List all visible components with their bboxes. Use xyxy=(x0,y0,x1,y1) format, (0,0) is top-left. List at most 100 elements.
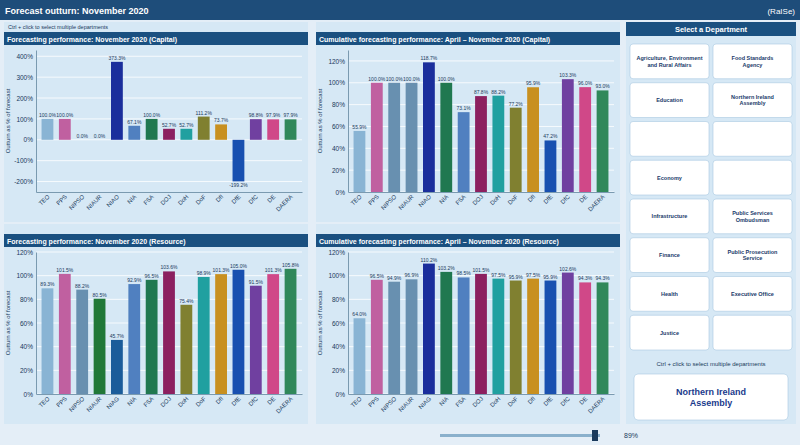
bar xyxy=(406,279,418,394)
department-label[interactable]: Public ServicesOmbudsman xyxy=(732,210,773,223)
department-button[interactable] xyxy=(630,199,709,234)
department-button[interactable] xyxy=(630,44,709,79)
y-axis: -200%-100%0%100%200%300%400% xyxy=(14,51,36,193)
title-band xyxy=(4,234,308,247)
data-label: 96.9% xyxy=(404,272,419,278)
tick-label: 40% xyxy=(332,145,345,152)
department-button[interactable] xyxy=(630,238,709,273)
bar xyxy=(180,305,192,394)
bars xyxy=(42,62,297,182)
department-label[interactable]: Economy xyxy=(657,175,683,181)
data-label: 373.3% xyxy=(108,55,126,61)
axis-line xyxy=(36,253,37,395)
department-button[interactable] xyxy=(713,238,792,273)
bar xyxy=(215,124,227,139)
department-button[interactable] xyxy=(630,83,709,118)
bar xyxy=(111,62,123,140)
tick: DoF xyxy=(507,395,519,407)
tick: DfE xyxy=(542,194,553,205)
bar xyxy=(527,87,539,192)
tick-label: FSA xyxy=(454,396,466,408)
grid xyxy=(348,61,614,192)
tick-label: DE xyxy=(266,194,276,204)
tick-label: DfE xyxy=(542,396,553,407)
bar xyxy=(388,282,400,394)
tick: PPS xyxy=(55,194,68,207)
slider[interactable]: 89% xyxy=(440,430,638,441)
logo-box xyxy=(634,374,788,420)
background xyxy=(0,0,800,445)
data-label: 96.5% xyxy=(145,273,160,279)
department-button[interactable] xyxy=(630,122,709,157)
department-label[interactable]: Justice xyxy=(660,330,679,336)
text-line: and Rural Affairs xyxy=(647,62,691,68)
data-label: 92.9% xyxy=(127,277,142,283)
department-button[interactable] xyxy=(630,315,709,350)
department-button[interactable] xyxy=(713,277,792,312)
logo-text: Northern IrelandAssembly xyxy=(676,387,746,408)
data-label: 94.9% xyxy=(387,275,402,281)
data-label: 98.8% xyxy=(249,112,264,118)
department-label[interactable]: Executive Office xyxy=(731,291,774,297)
tick: DAERA xyxy=(587,396,606,415)
tick-label: FSA xyxy=(142,194,154,206)
text-line: Food Standards xyxy=(732,55,774,61)
text-line: Education xyxy=(656,97,683,103)
department-button[interactable] xyxy=(713,160,792,195)
bar xyxy=(146,280,158,394)
data-label: 89.3% xyxy=(40,281,55,287)
department-label[interactable]: Food StandardsAgency xyxy=(732,55,774,68)
bars xyxy=(42,269,297,394)
department-button[interactable] xyxy=(630,277,709,312)
data-label: 55.9% xyxy=(352,124,367,130)
department-label[interactable]: Education xyxy=(656,97,683,103)
tick-label: NIPSO xyxy=(380,395,398,413)
tick-label: NIAUR xyxy=(85,193,103,211)
tick: -100% xyxy=(14,157,33,164)
department-label[interactable]: Finance xyxy=(659,252,680,258)
tick-label: 40% xyxy=(20,343,33,350)
tick-label: 40% xyxy=(332,343,345,350)
department-button[interactable] xyxy=(713,199,792,234)
department-label[interactable]: Infrastructure xyxy=(652,213,688,219)
department-button[interactable] xyxy=(713,315,792,350)
tick-label: NIA xyxy=(126,396,137,407)
slider-handle[interactable] xyxy=(592,430,598,441)
y-axis-title: Outturn as % of forecast xyxy=(5,290,11,355)
department-button[interactable] xyxy=(713,83,792,118)
tick-label: PPS xyxy=(367,194,380,207)
tick-label: PPS xyxy=(367,396,380,409)
tick: NIA xyxy=(126,194,137,205)
slider-track[interactable] xyxy=(440,434,600,437)
plot: 0%20%40%60%80%100%120%TEOPPSNIPSONIAURNI… xyxy=(5,249,303,415)
bar xyxy=(198,277,210,394)
data-label: 101.5% xyxy=(56,267,74,273)
data-label: 94.3% xyxy=(595,275,610,281)
tick: NIA xyxy=(126,396,137,407)
tick: 120% xyxy=(328,58,345,65)
tick-label: 80% xyxy=(332,296,345,303)
text-line: Agriculture, Environment xyxy=(636,55,702,61)
tick: NIAO xyxy=(106,193,121,208)
tick: 20% xyxy=(332,367,345,374)
tick: TEO xyxy=(38,395,51,408)
y-axis: 0%20%40%60%80%100%120% xyxy=(16,249,36,398)
tick-label: DfC xyxy=(248,395,260,407)
department-button[interactable] xyxy=(713,44,792,79)
chart-title: Forecasting performance: November 2020 (… xyxy=(7,36,177,44)
department-label[interactable]: Health xyxy=(661,291,678,297)
bar xyxy=(527,279,539,394)
department-label[interactable]: Public ProsecutionService xyxy=(728,249,778,262)
tick-label: 0% xyxy=(336,189,346,196)
department-label[interactable]: Northern IrelandAssembly xyxy=(731,94,774,107)
department-label[interactable]: Agriculture, Environmentand Rural Affair… xyxy=(636,55,702,68)
department-button[interactable] xyxy=(630,160,709,195)
department-button[interactable] xyxy=(713,122,792,157)
tick: 40% xyxy=(332,145,345,152)
data-label: 105.8% xyxy=(282,262,300,268)
tick-label: DOJ xyxy=(160,194,173,207)
tick-label: 100% xyxy=(328,79,345,86)
bar xyxy=(163,129,175,140)
tick-label: NIAO xyxy=(106,193,121,208)
bar xyxy=(163,271,175,394)
